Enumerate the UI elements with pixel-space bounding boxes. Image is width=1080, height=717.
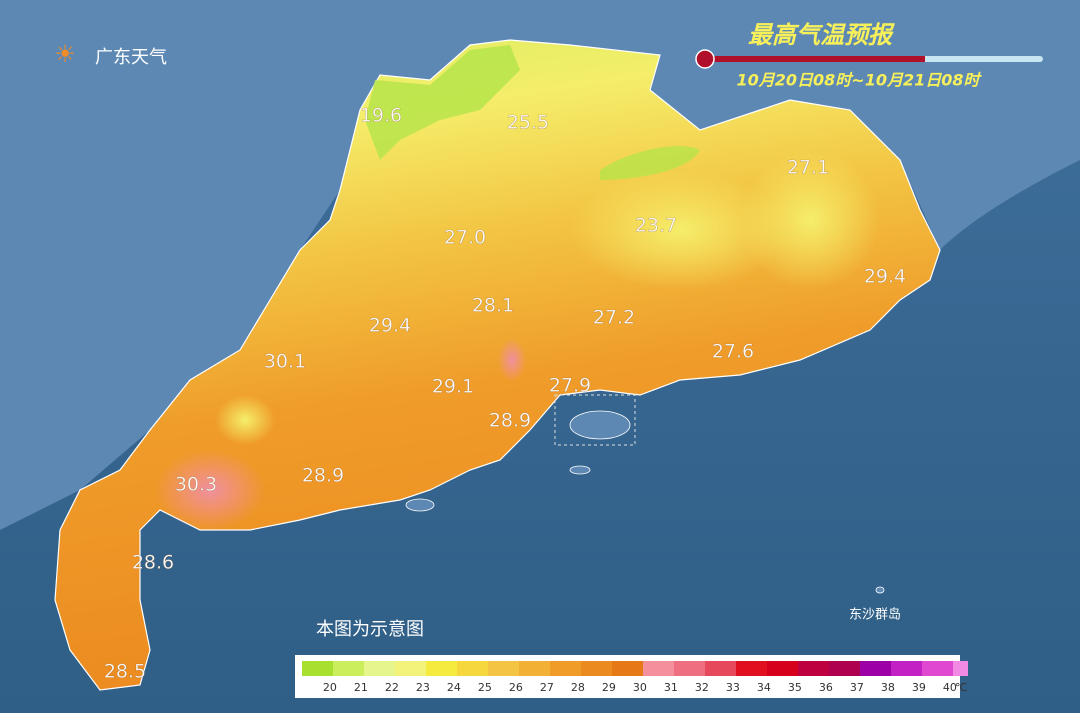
legend-label: 34 — [757, 681, 771, 694]
temp-label: 27.6 — [712, 341, 754, 363]
legend: 20 21 22 23 24 25 26 27 28 29 30 31 32 33 34 35 36 37 38 39… — [302, 661, 968, 694]
temp-label: 28.9 — [489, 410, 531, 432]
note: 本图为示意图 — [316, 619, 424, 640]
logo-text: 广东天气 — [95, 47, 167, 68]
legend-label: 31 — [664, 681, 678, 694]
temp-label: 19.6 — [360, 105, 402, 127]
temp-label: 30.3 — [175, 474, 217, 496]
temp-label: 28.9 — [302, 465, 344, 487]
legend-label: 39 — [912, 681, 926, 694]
temp-label: 29.4 — [864, 266, 906, 288]
legend-label: 32 — [695, 681, 709, 694]
land-neighbor — [0, 0, 1080, 530]
hot-zone — [498, 338, 526, 382]
legend-label: 28 — [571, 681, 585, 694]
legend-label: 25 — [478, 681, 492, 694]
legend-label: 27 — [540, 681, 554, 694]
mild-zone — [215, 395, 275, 445]
legend-unit: ℃ — [955, 681, 967, 694]
legend-label: 21 — [354, 681, 368, 694]
legend-swatch — [922, 661, 953, 676]
island-label: 东沙群岛 — [849, 607, 901, 623]
legend-swatch — [612, 661, 643, 676]
legend-swatch — [643, 661, 674, 676]
temp-label: 29.4 — [369, 315, 411, 337]
legend-swatch — [736, 661, 767, 676]
temp-label: 30.1 — [264, 351, 306, 373]
temp-label: 28.5 — [104, 661, 146, 683]
cool-zone — [600, 146, 700, 180]
legend-swatch — [457, 661, 488, 676]
legend-swatch — [426, 661, 457, 676]
temp-label: 27.2 — [593, 307, 635, 329]
temp-label: 28.6 — [132, 552, 174, 574]
logo-icon: ☀ — [54, 40, 76, 68]
thermometer-bulb — [695, 49, 715, 69]
legend-swatch — [488, 661, 519, 676]
legend-swatch — [705, 661, 736, 676]
legend-swatch — [891, 661, 922, 676]
temp-label: 28.1 — [472, 295, 514, 317]
legend-label: 26 — [509, 681, 523, 694]
legend-label: 36 — [819, 681, 833, 694]
legend-label: 30 — [633, 681, 647, 694]
legend-label: 29 — [602, 681, 616, 694]
temp-label: 27.9 — [549, 375, 591, 397]
inset-box — [554, 394, 636, 446]
legend-swatch — [519, 661, 550, 676]
temp-label: 29.1 — [432, 376, 474, 398]
legend-swatch — [581, 661, 612, 676]
temp-label: 27.1 — [787, 157, 829, 179]
hot-zone — [155, 450, 265, 530]
legend-label: 35 — [788, 681, 802, 694]
mild-zone — [740, 150, 880, 290]
legend-swatch — [860, 661, 891, 676]
legend-swatch — [550, 661, 581, 676]
legend-label: 40 — [943, 681, 957, 694]
legend-label: 38 — [881, 681, 895, 694]
temp-label: 27.0 — [444, 227, 486, 249]
legend-swatch — [395, 661, 426, 676]
legend-swatch — [798, 661, 829, 676]
legend-swatch — [829, 661, 860, 676]
legend-swatch — [953, 661, 968, 676]
legend-swatch — [364, 661, 395, 676]
cool-zone — [365, 45, 520, 160]
legend-swatch — [333, 661, 364, 676]
temp-label: 25.5 — [507, 112, 549, 134]
islands — [405, 410, 885, 594]
legend-swatch — [302, 661, 333, 676]
mild-zone — [570, 170, 790, 290]
legend-label: 33 — [726, 681, 740, 694]
legend-label: 22 — [385, 681, 399, 694]
period: 10月20日08时~10月21日08时 — [736, 71, 982, 90]
temp-label: 23.7 — [635, 215, 677, 237]
title: 最高气温预报 — [748, 21, 895, 49]
legend-label: 37 — [850, 681, 864, 694]
legend-label: 23 — [416, 681, 430, 694]
legend-swatch — [674, 661, 705, 676]
legend-label: 20 — [323, 681, 337, 694]
legend-label: 24 — [447, 681, 461, 694]
map-labels: 19.6 25.5 27.1 27.0 23.7 29.4 28.1 27.2 29.4 30.1… — [104, 104, 907, 683]
legend-swatch — [767, 661, 798, 676]
